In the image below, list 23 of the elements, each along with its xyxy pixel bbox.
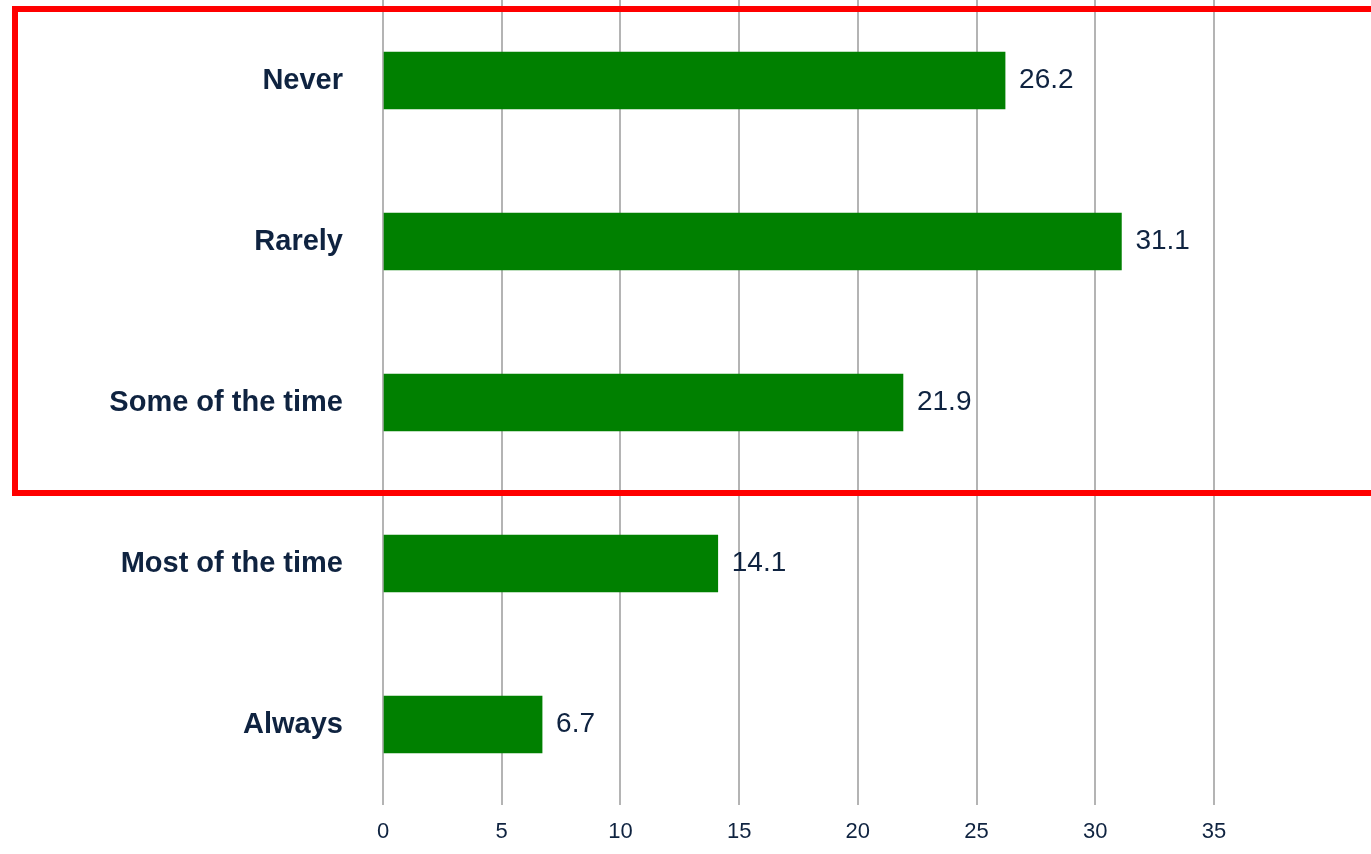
bar: [383, 534, 719, 593]
bar: [383, 212, 1122, 271]
data-label: 31.1: [1135, 224, 1190, 256]
y-tick-label: Rarely: [254, 223, 343, 256]
x-tick-label: 15: [726, 818, 752, 844]
data-label: 14.1: [731, 546, 787, 578]
y-tick-label: Some of the time: [109, 384, 343, 417]
y-tick-label: Always: [243, 706, 343, 739]
x-tick-label: 5: [495, 818, 508, 844]
bar: [383, 373, 904, 432]
data-label: 26.2: [1019, 63, 1074, 95]
x-tick-label: 10: [608, 818, 633, 844]
x-tick-label: 30: [1083, 818, 1108, 844]
bar: [383, 51, 1006, 110]
data-label: 21.9: [916, 385, 972, 417]
x-tick-label: 20: [845, 818, 871, 844]
y-tick-label: Never: [262, 62, 343, 95]
x-tick-label: 0: [376, 818, 390, 844]
x-tick-label: 25: [964, 818, 989, 844]
y-tick-label: Most of the time: [120, 545, 343, 578]
data-label: 6.7: [556, 707, 596, 739]
bar: [383, 695, 543, 754]
x-tick-label: 35: [1201, 818, 1227, 844]
